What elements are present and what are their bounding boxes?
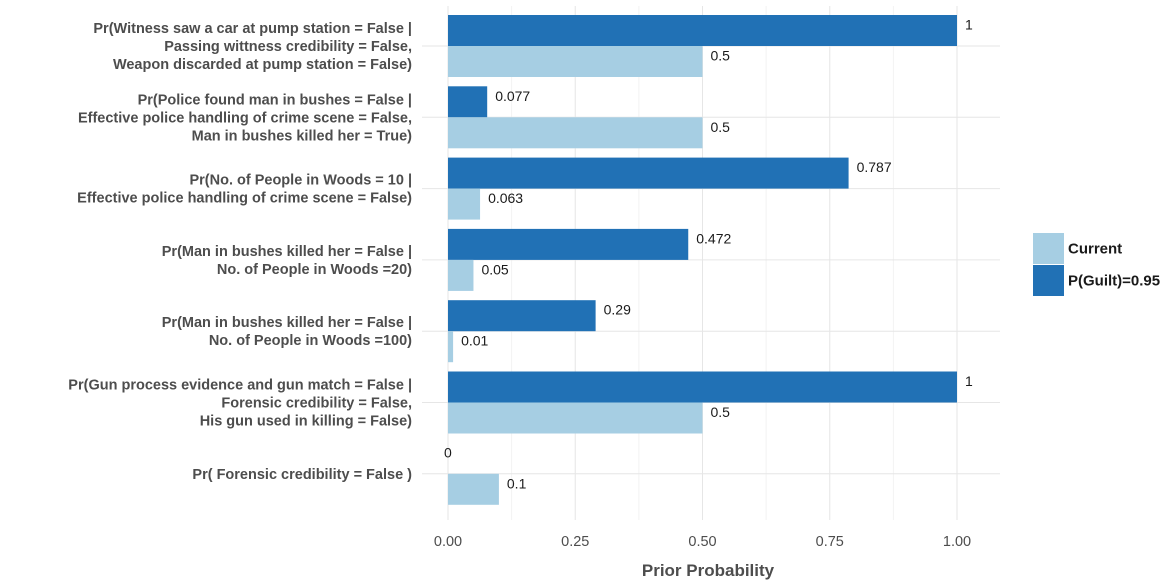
category-label-line: Passing wittness credibility = False, — [164, 39, 412, 55]
value-label-current: 0.05 — [481, 261, 508, 277]
value-label-guilt: 0.29 — [604, 302, 631, 318]
category-label-line: Pr(Man in bushes killed her = False | — [162, 244, 412, 260]
value-label-current: 0.1 — [507, 475, 527, 491]
bar-current — [448, 46, 703, 77]
category-label: Pr( Forensic credibility = False ) — [192, 467, 412, 483]
value-label-current: 0.063 — [488, 190, 523, 206]
x-tick-label: 0.00 — [434, 534, 462, 550]
x-axis-title: Prior Probability — [642, 561, 775, 580]
value-labels: 1 0.077 0.787 0.472 0.29 1 0 0.5 0.5 0.063 0.05 0.0… — [444, 17, 973, 492]
category-label-line: His gun used in killing = False) — [200, 414, 412, 430]
category-label: Pr(Man in bushes killed her = False | No.… — [162, 315, 412, 349]
category-label: Pr(Man in bushes killed her = False | No.… — [162, 244, 412, 278]
value-label-guilt: 1 — [965, 373, 973, 389]
bar-guilt — [448, 15, 957, 46]
category-label-line: Effective police handling of crime scene… — [77, 191, 412, 207]
legend: Current P(Guilt)=0.95 — [1033, 233, 1160, 296]
value-label-current: 0.5 — [711, 119, 731, 135]
value-label-guilt: 1 — [965, 17, 973, 33]
category-label-line: Pr(Man in bushes killed her = False | — [162, 315, 412, 331]
category-label-line: Forensic credibility = False, — [221, 396, 412, 412]
value-label-current: 0.5 — [711, 404, 731, 420]
legend-key-guilt — [1033, 265, 1064, 296]
legend-label: P(Guilt)=0.95 — [1068, 273, 1160, 290]
value-label-guilt: 0.787 — [857, 159, 892, 175]
x-tick-label: 1.00 — [943, 534, 971, 550]
bar-current — [448, 331, 454, 363]
bar-guilt — [448, 300, 596, 332]
value-label-guilt: 0 — [444, 444, 452, 460]
x-tick-label: 0.50 — [688, 534, 716, 550]
legend-label: Current — [1068, 241, 1122, 258]
category-label-line: No. of People in Woods =20) — [217, 262, 412, 278]
bars — [448, 15, 957, 505]
category-label: Pr(Witness saw a car at pump station = F… — [93, 21, 412, 73]
category-label-line: No. of People in Woods =100) — [209, 333, 412, 349]
x-axis-ticks: 0.00 0.25 0.50 0.75 1.00 — [434, 534, 971, 550]
category-label: Pr(Police found man in bushes = False | E… — [78, 92, 412, 144]
category-label-line: Effective police handling of crime scene… — [78, 110, 412, 126]
bar-guilt — [448, 86, 488, 118]
category-label-line: Pr(No. of People in Woods = 10 | — [189, 173, 412, 189]
value-label-current: 0.01 — [461, 333, 488, 349]
bar-current — [448, 259, 474, 291]
bar-current — [448, 402, 703, 434]
x-tick-label: 0.75 — [816, 534, 844, 550]
category-label-line: Weapon discarded at pump station = False… — [113, 57, 412, 73]
bar-guilt — [448, 228, 689, 260]
bar-current — [448, 473, 499, 505]
legend-key-current — [1033, 233, 1064, 264]
category-label-line: Pr( Forensic credibility = False ) — [192, 467, 412, 483]
bar-current — [448, 188, 481, 220]
category-label-line: Man in bushes killed her = True) — [192, 128, 413, 144]
category-label-line: Pr(Witness saw a car at pump station = F… — [93, 21, 412, 37]
category-label: Pr(No. of People in Woods = 10 | Effectiv… — [77, 173, 412, 207]
value-label-guilt: 0.472 — [696, 230, 731, 246]
category-labels: Pr(Witness saw a car at pump station = F… — [68, 21, 412, 483]
bar-current — [448, 117, 703, 149]
bar-guilt — [448, 371, 957, 403]
value-label-current: 0.5 — [711, 48, 731, 64]
category-label-line: Pr(Police found man in bushes = False | — [138, 92, 412, 108]
category-label-line: Pr(Gun process evidence and gun match = … — [68, 378, 412, 394]
category-label: Pr(Gun process evidence and gun match = … — [68, 378, 412, 430]
bar-guilt — [448, 157, 849, 189]
x-tick-label: 0.25 — [561, 534, 589, 550]
value-label-guilt: 0.077 — [495, 88, 530, 104]
